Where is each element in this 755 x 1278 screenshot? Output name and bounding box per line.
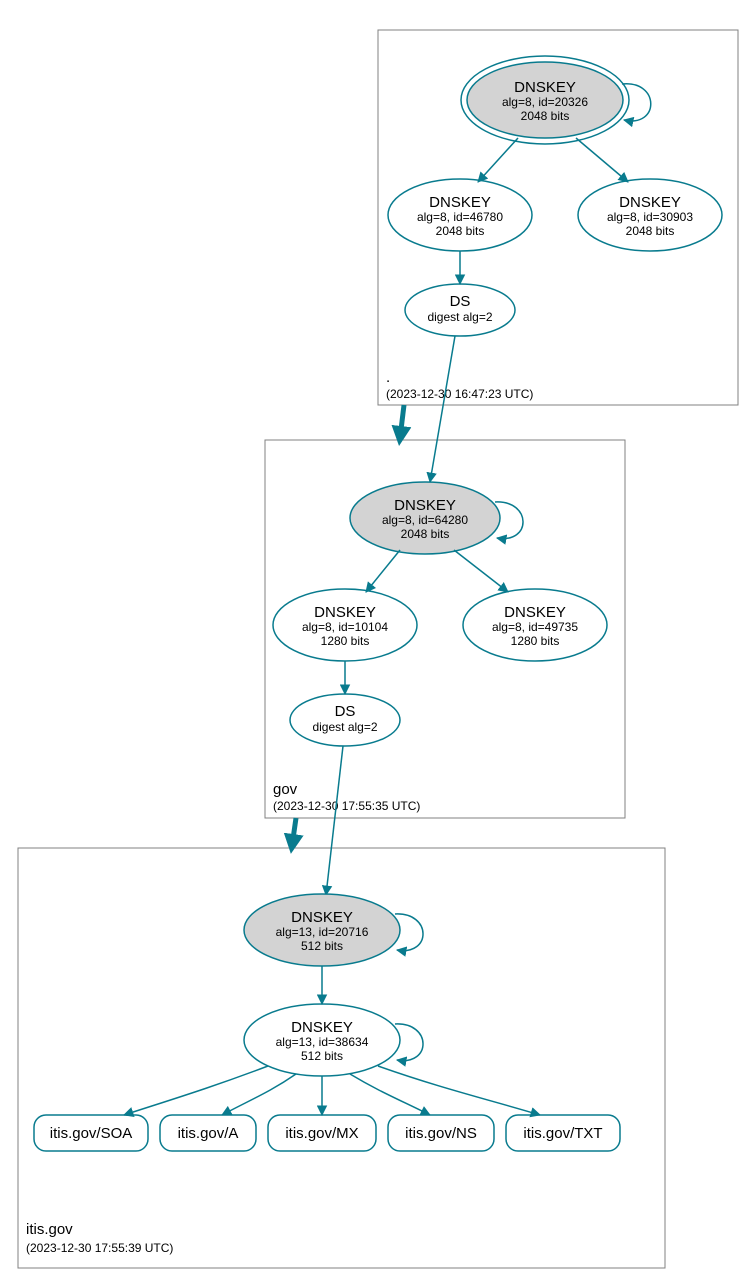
node-root-ds: DS digest alg=2 <box>405 284 515 336</box>
rr-ns: itis.gov/NS <box>388 1115 494 1151</box>
svg-text:2048 bits: 2048 bits <box>521 109 570 123</box>
edge-zsk-a <box>222 1074 296 1115</box>
rr-soa: itis.gov/SOA <box>34 1115 148 1151</box>
node-gov-ksk: DNSKEY alg=8, id=64280 2048 bits <box>350 482 500 554</box>
edge-govksk-zsk2 <box>454 550 508 592</box>
svg-text:DNSKEY: DNSKEY <box>429 194 491 211</box>
node-root-zsk2: DNSKEY alg=8, id=30903 2048 bits <box>578 179 722 251</box>
edge-root-to-gov-zone <box>400 405 404 438</box>
svg-text:1280 bits: 1280 bits <box>321 634 370 648</box>
svg-text:DNSKEY: DNSKEY <box>291 909 353 926</box>
zone-gov-label: gov <box>273 781 298 798</box>
svg-text:itis.gov/TXT: itis.gov/TXT <box>523 1125 602 1142</box>
svg-text:alg=8, id=20326: alg=8, id=20326 <box>502 95 588 109</box>
svg-text:digest alg=2: digest alg=2 <box>312 720 377 734</box>
edge-zsk-txt <box>378 1066 540 1115</box>
zone-gov-time: (2023-12-30 17:55:35 UTC) <box>273 799 420 813</box>
svg-text:1280 bits: 1280 bits <box>511 634 560 648</box>
svg-text:DNSKEY: DNSKEY <box>314 604 376 621</box>
svg-text:512 bits: 512 bits <box>301 1049 343 1063</box>
rr-txt: itis.gov/TXT <box>506 1115 620 1151</box>
edge-zsk-soa <box>124 1066 268 1115</box>
svg-text:digest alg=2: digest alg=2 <box>427 310 492 324</box>
zone-itis-label: itis.gov <box>26 1221 73 1238</box>
svg-text:alg=8, id=10104: alg=8, id=10104 <box>302 620 388 634</box>
svg-text:DNSKEY: DNSKEY <box>291 1019 353 1036</box>
svg-text:2048 bits: 2048 bits <box>401 527 450 541</box>
node-root-zsk1: DNSKEY alg=8, id=46780 2048 bits <box>388 179 532 251</box>
node-itis-zsk: DNSKEY alg=13, id=38634 512 bits <box>244 1004 400 1076</box>
node-itis-ksk: DNSKEY alg=13, id=20716 512 bits <box>244 894 400 966</box>
node-gov-ds: DS digest alg=2 <box>290 694 400 746</box>
edge-gov-to-itis-zone <box>292 818 296 846</box>
svg-text:alg=8, id=46780: alg=8, id=46780 <box>417 210 503 224</box>
svg-text:itis.gov/SOA: itis.gov/SOA <box>50 1125 133 1142</box>
dnssec-graph: . (2023-12-30 16:47:23 UTC) DNSKEY alg=8… <box>0 0 755 1278</box>
svg-text:itis.gov/A: itis.gov/A <box>178 1125 239 1142</box>
svg-text:DS: DS <box>335 703 356 720</box>
rr-mx: itis.gov/MX <box>268 1115 376 1151</box>
svg-text:alg=8, id=30903: alg=8, id=30903 <box>607 210 693 224</box>
edge-govds-itisksk <box>326 746 343 895</box>
edge-zsk-ns <box>350 1074 430 1115</box>
zone-root-label: . <box>386 369 390 386</box>
svg-text:alg=8, id=64280: alg=8, id=64280 <box>382 513 468 527</box>
svg-text:alg=13, id=20716: alg=13, id=20716 <box>276 925 369 939</box>
svg-text:DNSKEY: DNSKEY <box>619 194 681 211</box>
edge-rootds-govksk <box>430 336 455 482</box>
svg-text:2048 bits: 2048 bits <box>626 224 675 238</box>
svg-text:itis.gov/NS: itis.gov/NS <box>405 1125 477 1142</box>
node-root-ksk: DNSKEY alg=8, id=20326 2048 bits <box>461 56 629 144</box>
node-gov-zsk2: DNSKEY alg=8, id=49735 1280 bits <box>463 589 607 661</box>
svg-text:alg=8, id=49735: alg=8, id=49735 <box>492 620 578 634</box>
zone-root-time: (2023-12-30 16:47:23 UTC) <box>386 387 533 401</box>
svg-text:alg=13, id=38634: alg=13, id=38634 <box>276 1035 369 1049</box>
svg-text:DNSKEY: DNSKEY <box>514 79 576 96</box>
edge-govksk-zsk1 <box>366 550 400 592</box>
svg-text:DNSKEY: DNSKEY <box>504 604 566 621</box>
svg-text:DNSKEY: DNSKEY <box>394 497 456 514</box>
svg-text:DS: DS <box>450 293 471 310</box>
svg-text:2048 bits: 2048 bits <box>436 224 485 238</box>
edge-rootksk-zsk1 <box>478 138 518 182</box>
node-gov-zsk1: DNSKEY alg=8, id=10104 1280 bits <box>273 589 417 661</box>
svg-text:512 bits: 512 bits <box>301 939 343 953</box>
edge-rootksk-zsk2 <box>576 138 628 182</box>
zone-itis-time: (2023-12-30 17:55:39 UTC) <box>26 1241 173 1255</box>
svg-text:itis.gov/MX: itis.gov/MX <box>285 1125 358 1142</box>
rr-a: itis.gov/A <box>160 1115 256 1151</box>
